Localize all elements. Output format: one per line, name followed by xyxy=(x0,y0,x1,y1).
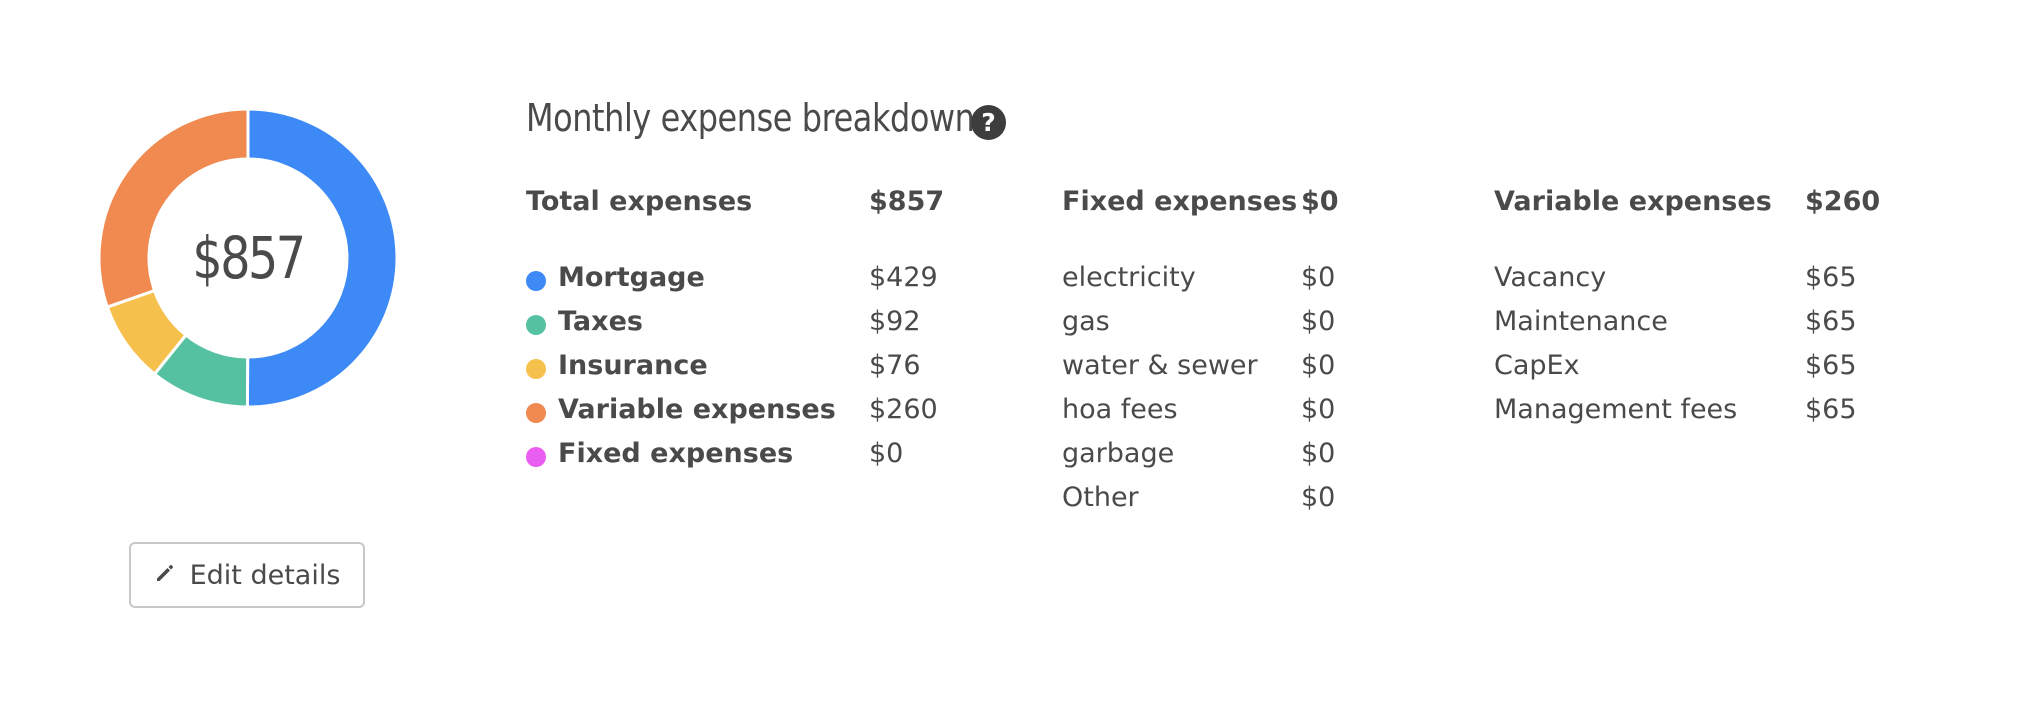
legend-label: Fixed expenses xyxy=(558,438,794,469)
expense-donut-chart: $857 xyxy=(99,109,397,407)
item-value: $65 xyxy=(1805,262,1857,293)
item-value: $0 xyxy=(1301,482,1336,513)
variable-expenses-value: $260 xyxy=(1805,186,1881,217)
total-expenses-value: $857 xyxy=(869,186,945,217)
legend-value: $429 xyxy=(869,262,938,293)
item-label: hoa fees xyxy=(1062,394,1178,425)
item-label: Vacancy xyxy=(1494,262,1607,293)
item-value: $0 xyxy=(1301,262,1336,293)
legend-dot xyxy=(526,447,546,467)
pencil-icon xyxy=(154,560,176,591)
variable-expenses-label: Variable expenses xyxy=(1494,186,1772,217)
item-value: $65 xyxy=(1805,306,1857,337)
item-label: Management fees xyxy=(1494,394,1738,425)
legend-dot xyxy=(526,359,546,379)
question-circle-icon[interactable]: ? xyxy=(971,105,1006,140)
edit-details-button[interactable]: Edit details xyxy=(129,542,365,608)
legend-dot xyxy=(526,315,546,335)
legend-value: $260 xyxy=(869,394,938,425)
item-label: CapEx xyxy=(1494,350,1580,381)
legend-dot xyxy=(526,271,546,291)
edit-details-label: Edit details xyxy=(189,559,341,591)
item-value: $0 xyxy=(1301,350,1336,381)
donut-slice-variable-expenses xyxy=(99,109,250,309)
legend-label: Mortgage xyxy=(558,262,705,293)
donut-center-total: $857 xyxy=(192,224,306,292)
item-label: electricity xyxy=(1062,262,1196,293)
fixed-expenses-value: $0 xyxy=(1301,186,1339,217)
item-value: $65 xyxy=(1805,394,1857,425)
legend-label: Insurance xyxy=(558,350,708,381)
item-label: water & sewer xyxy=(1062,350,1258,381)
item-label: gas xyxy=(1062,306,1110,337)
item-value: $0 xyxy=(1301,306,1336,337)
donut-chart-svg xyxy=(99,109,397,407)
legend-label: Variable expenses xyxy=(558,394,836,425)
total-expenses-label: Total expenses xyxy=(526,186,753,217)
item-value: $65 xyxy=(1805,350,1857,381)
item-value: $0 xyxy=(1301,438,1336,469)
item-label: Maintenance xyxy=(1494,306,1668,337)
item-label: garbage xyxy=(1062,438,1175,469)
legend-value: $76 xyxy=(869,350,921,381)
legend-dot xyxy=(526,403,546,423)
donut-slice-mortgage xyxy=(245,109,397,407)
item-label: Other xyxy=(1062,482,1139,513)
legend-value: $0 xyxy=(869,438,904,469)
item-value: $0 xyxy=(1301,394,1336,425)
page-title: Monthly expense breakdown xyxy=(526,96,975,140)
legend-value: $92 xyxy=(869,306,921,337)
legend-label: Taxes xyxy=(558,306,643,337)
fixed-expenses-label: Fixed expenses xyxy=(1062,186,1298,217)
